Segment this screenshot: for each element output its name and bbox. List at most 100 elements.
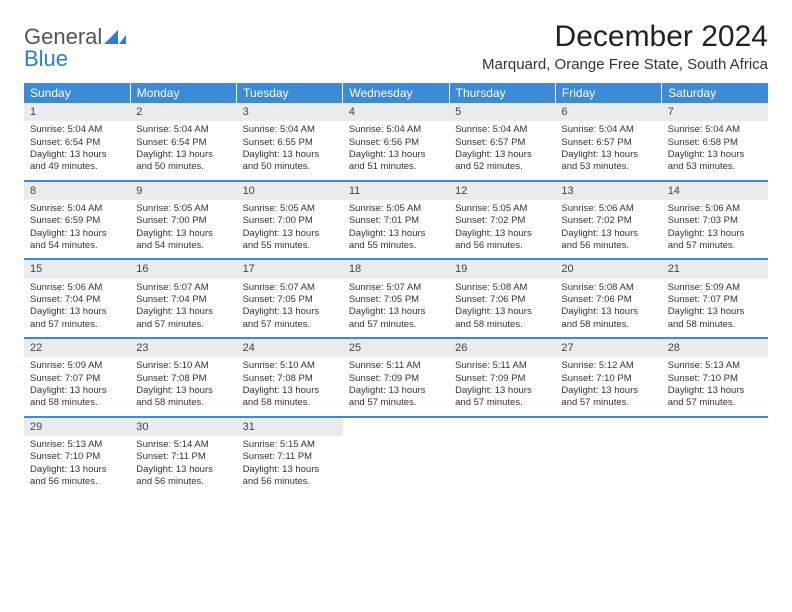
daylight-text: Daylight: 13 hours bbox=[561, 306, 655, 318]
daylight-text: and 58 minutes. bbox=[136, 397, 230, 409]
daylight-text: and 57 minutes. bbox=[668, 397, 762, 409]
daylight-text: Daylight: 13 hours bbox=[136, 228, 230, 240]
daylight-text: and 57 minutes. bbox=[30, 319, 124, 331]
sunset-text: Sunset: 7:04 PM bbox=[136, 294, 230, 306]
sunrise-text: Sunrise: 5:13 AM bbox=[668, 360, 762, 372]
day-number: 6 bbox=[555, 103, 661, 121]
day-number: 20 bbox=[555, 260, 661, 278]
daylight-text: and 54 minutes. bbox=[136, 240, 230, 252]
sunset-text: Sunset: 6:54 PM bbox=[136, 137, 230, 149]
sunrise-text: Sunrise: 5:04 AM bbox=[30, 124, 124, 136]
day-number: 28 bbox=[662, 339, 768, 357]
day-body: Sunrise: 5:09 AMSunset: 7:07 PMDaylight:… bbox=[662, 279, 768, 337]
location-label: Marquard, Orange Free State, South Afric… bbox=[482, 56, 768, 73]
day-number: 10 bbox=[237, 182, 343, 200]
sunrise-text: Sunrise: 5:05 AM bbox=[243, 203, 337, 215]
daylight-text: and 52 minutes. bbox=[455, 161, 549, 173]
page-title: December 2024 bbox=[482, 20, 768, 54]
day-cell: 16Sunrise: 5:07 AMSunset: 7:04 PMDayligh… bbox=[130, 259, 236, 338]
logo-text: General Blue bbox=[24, 26, 126, 70]
daylight-text: and 51 minutes. bbox=[349, 161, 443, 173]
daylight-text: Daylight: 13 hours bbox=[455, 149, 549, 161]
sunset-text: Sunset: 7:06 PM bbox=[561, 294, 655, 306]
day-body: Sunrise: 5:05 AMSunset: 7:01 PMDaylight:… bbox=[343, 200, 449, 258]
day-number: 31 bbox=[237, 418, 343, 436]
sunrise-text: Sunrise: 5:08 AM bbox=[561, 282, 655, 294]
weekday-thursday: Thursday bbox=[449, 83, 555, 103]
sunrise-text: Sunrise: 5:08 AM bbox=[455, 282, 549, 294]
day-body: Sunrise: 5:08 AMSunset: 7:06 PMDaylight:… bbox=[555, 279, 661, 337]
sunrise-text: Sunrise: 5:04 AM bbox=[349, 124, 443, 136]
daylight-text: Daylight: 13 hours bbox=[30, 464, 124, 476]
sunrise-text: Sunrise: 5:06 AM bbox=[561, 203, 655, 215]
day-body: Sunrise: 5:07 AMSunset: 7:05 PMDaylight:… bbox=[237, 279, 343, 337]
daylight-text: Daylight: 13 hours bbox=[455, 306, 549, 318]
week-row: 15Sunrise: 5:06 AMSunset: 7:04 PMDayligh… bbox=[24, 259, 768, 338]
sunrise-text: Sunrise: 5:12 AM bbox=[561, 360, 655, 372]
sunrise-text: Sunrise: 5:07 AM bbox=[136, 282, 230, 294]
day-cell: 27Sunrise: 5:12 AMSunset: 7:10 PMDayligh… bbox=[555, 338, 661, 417]
day-cell bbox=[343, 417, 449, 495]
daylight-text: Daylight: 13 hours bbox=[243, 385, 337, 397]
daylight-text: and 57 minutes. bbox=[668, 240, 762, 252]
sunset-text: Sunset: 7:03 PM bbox=[668, 215, 762, 227]
day-cell: 2Sunrise: 5:04 AMSunset: 6:54 PMDaylight… bbox=[130, 103, 236, 181]
daylight-text: and 56 minutes. bbox=[455, 240, 549, 252]
sunrise-text: Sunrise: 5:14 AM bbox=[136, 439, 230, 451]
daylight-text: and 57 minutes. bbox=[243, 319, 337, 331]
daylight-text: Daylight: 13 hours bbox=[668, 306, 762, 318]
daylight-text: and 57 minutes. bbox=[136, 319, 230, 331]
sunrise-text: Sunrise: 5:09 AM bbox=[668, 282, 762, 294]
sunset-text: Sunset: 7:05 PM bbox=[349, 294, 443, 306]
day-cell: 29Sunrise: 5:13 AMSunset: 7:10 PMDayligh… bbox=[24, 417, 130, 495]
daylight-text: Daylight: 13 hours bbox=[349, 149, 443, 161]
day-cell: 25Sunrise: 5:11 AMSunset: 7:09 PMDayligh… bbox=[343, 338, 449, 417]
daylight-text: Daylight: 13 hours bbox=[668, 385, 762, 397]
daylight-text: Daylight: 13 hours bbox=[349, 228, 443, 240]
week-row: 22Sunrise: 5:09 AMSunset: 7:07 PMDayligh… bbox=[24, 338, 768, 417]
sunset-text: Sunset: 6:55 PM bbox=[243, 137, 337, 149]
daylight-text: and 58 minutes. bbox=[243, 397, 337, 409]
day-cell bbox=[555, 417, 661, 495]
day-cell: 10Sunrise: 5:05 AMSunset: 7:00 PMDayligh… bbox=[237, 181, 343, 260]
calendar-table: Sunday Monday Tuesday Wednesday Thursday… bbox=[24, 83, 768, 494]
daylight-text: Daylight: 13 hours bbox=[455, 228, 549, 240]
sunset-text: Sunset: 7:04 PM bbox=[30, 294, 124, 306]
daylight-text: and 55 minutes. bbox=[243, 240, 337, 252]
day-body: Sunrise: 5:08 AMSunset: 7:06 PMDaylight:… bbox=[449, 279, 555, 337]
logo-word2: Blue bbox=[24, 46, 68, 71]
sail-icon bbox=[104, 28, 126, 44]
sunset-text: Sunset: 6:54 PM bbox=[30, 137, 124, 149]
sunset-text: Sunset: 6:57 PM bbox=[561, 137, 655, 149]
day-body: Sunrise: 5:13 AMSunset: 7:10 PMDaylight:… bbox=[24, 436, 130, 494]
weekday-wednesday: Wednesday bbox=[343, 83, 449, 103]
daylight-text: and 57 minutes. bbox=[455, 397, 549, 409]
sunset-text: Sunset: 7:11 PM bbox=[243, 451, 337, 463]
day-body: Sunrise: 5:04 AMSunset: 6:57 PMDaylight:… bbox=[449, 121, 555, 179]
day-cell: 19Sunrise: 5:08 AMSunset: 7:06 PMDayligh… bbox=[449, 259, 555, 338]
sunset-text: Sunset: 7:06 PM bbox=[455, 294, 549, 306]
sunset-text: Sunset: 7:09 PM bbox=[455, 373, 549, 385]
daylight-text: and 53 minutes. bbox=[561, 161, 655, 173]
sunset-text: Sunset: 7:10 PM bbox=[561, 373, 655, 385]
daylight-text: and 56 minutes. bbox=[561, 240, 655, 252]
daylight-text: Daylight: 13 hours bbox=[243, 228, 337, 240]
day-body: Sunrise: 5:15 AMSunset: 7:11 PMDaylight:… bbox=[237, 436, 343, 494]
sunrise-text: Sunrise: 5:13 AM bbox=[30, 439, 124, 451]
day-cell: 14Sunrise: 5:06 AMSunset: 7:03 PMDayligh… bbox=[662, 181, 768, 260]
day-body: Sunrise: 5:05 AMSunset: 7:00 PMDaylight:… bbox=[130, 200, 236, 258]
day-number: 29 bbox=[24, 418, 130, 436]
daylight-text: Daylight: 13 hours bbox=[136, 149, 230, 161]
day-number: 26 bbox=[449, 339, 555, 357]
day-number: 30 bbox=[130, 418, 236, 436]
day-number: 22 bbox=[24, 339, 130, 357]
day-cell: 22Sunrise: 5:09 AMSunset: 7:07 PMDayligh… bbox=[24, 338, 130, 417]
sunrise-text: Sunrise: 5:15 AM bbox=[243, 439, 337, 451]
daylight-text: Daylight: 13 hours bbox=[30, 306, 124, 318]
day-number: 19 bbox=[449, 260, 555, 278]
day-body: Sunrise: 5:05 AMSunset: 7:02 PMDaylight:… bbox=[449, 200, 555, 258]
daylight-text: and 54 minutes. bbox=[30, 240, 124, 252]
day-cell: 24Sunrise: 5:10 AMSunset: 7:08 PMDayligh… bbox=[237, 338, 343, 417]
day-cell bbox=[662, 417, 768, 495]
sunrise-text: Sunrise: 5:04 AM bbox=[668, 124, 762, 136]
